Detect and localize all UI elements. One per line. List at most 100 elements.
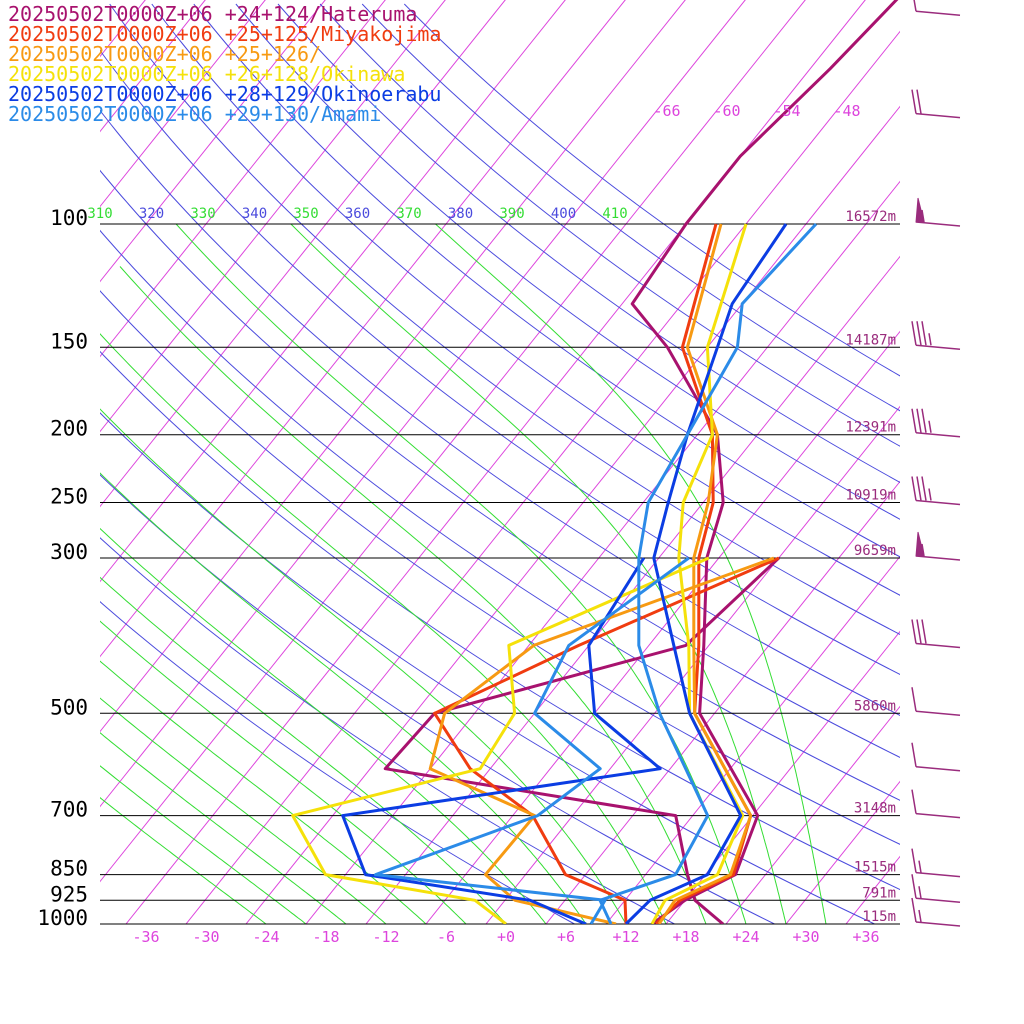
wind-barb-full: [911, 476, 917, 501]
wind-barb-full: [911, 789, 917, 814]
temperature-profile: [630, 0, 899, 924]
isotherm-line: [100, 0, 206, 133]
wind-barb-full: [911, 897, 917, 923]
theta-label: 320: [139, 206, 164, 222]
background-lines: [0, 0, 1024, 924]
temperature-tick-label: -24: [252, 928, 279, 946]
dry-adiabat: [100, 537, 675, 924]
isotherm-line: [100, 0, 686, 733]
theta-label: 310: [87, 206, 112, 222]
isotherm-line: [100, 0, 386, 358]
wind-barb: [913, 0, 961, 17]
wind-barb-full: [911, 321, 917, 346]
wind-barb-half: [928, 333, 932, 346]
dry-adiabat: [100, 601, 575, 924]
isotherm-line: [785, 780, 900, 924]
dry-adiabat: [100, 109, 900, 717]
moist-adiabat: [100, 408, 627, 924]
wind-barb-full: [911, 687, 917, 712]
dry-adiabat: [151, 3, 900, 596]
theta-label: 360: [345, 206, 370, 222]
wind-barb-full: [913, 0, 917, 12]
temperature-tick-label: +0: [497, 928, 515, 946]
pressure-tick-label: 200: [50, 417, 88, 441]
isotherm-line: [0, 0, 129, 924]
temperature-tick-label: -18: [312, 928, 339, 946]
wind-barb-staff: [915, 765, 961, 772]
wind-barb: [911, 874, 961, 904]
theta-label: 380: [448, 206, 473, 222]
dewpoint-profile: [374, 556, 690, 924]
wind-barb-staff: [915, 897, 961, 904]
dry-adiabat: [403, 3, 900, 377]
legend-entry: 20250502T0000Z+06 +25+126/: [8, 42, 322, 66]
wind-barb-full: [911, 619, 917, 644]
dewpoint-profile: [383, 556, 780, 924]
legend-entry: 20250502T0000Z+06 +25+125/Miyakojima: [8, 22, 442, 46]
legend: 20250502T0000Z+06 +24+124/Hateruma 202505…: [8, 4, 441, 124]
pressure-tick-label: 850: [50, 857, 88, 881]
height-label: 5860m: [854, 698, 896, 714]
wind-barb-staff: [915, 431, 961, 438]
temperature-tick-label: +18: [672, 928, 699, 946]
pressure-tick-label: 925: [50, 882, 88, 906]
wind-barb: [911, 89, 961, 119]
wind-barb-half: [928, 488, 932, 501]
wind-barb-full: [916, 476, 922, 501]
pressure-tick-label: 500: [50, 695, 88, 719]
dry-adiabat: [100, 229, 900, 801]
dry-adiabat: [193, 3, 900, 558]
theta-label: 410: [602, 206, 627, 222]
wind-barb-full: [911, 89, 917, 114]
height-label: 1515m: [854, 860, 896, 876]
moist-adiabat: [100, 797, 267, 924]
temperature-tick-label: +30: [792, 928, 819, 946]
wind-barb-full: [916, 408, 922, 433]
wind-barb-full: [911, 874, 917, 899]
isotherm-line: [0, 0, 9, 924]
wind-barb-full: [921, 476, 927, 501]
wind-barb: [911, 408, 961, 438]
isotherm-line: [0, 0, 69, 924]
dry-adiabat: [100, 169, 900, 758]
wind-barb: [911, 321, 961, 351]
temperature-profile: [598, 222, 818, 924]
wind-barb-full: [916, 89, 922, 114]
wind-barb-half: [918, 886, 922, 899]
isotherm-line: [100, 0, 446, 433]
dry-adiabat: [100, 474, 775, 924]
wind-barb-staff: [915, 642, 961, 649]
moist-adiabat: [100, 576, 507, 924]
dry-adiabat: [100, 412, 875, 924]
dewpoint-profile: [291, 556, 710, 924]
isotherm-line: [100, 0, 146, 58]
temperature-tick-label: +6: [557, 928, 575, 946]
wind-barb-full: [921, 321, 927, 346]
height-label: 10919m: [845, 488, 896, 504]
theta-label: 370: [396, 206, 421, 222]
wind-barbs: [911, 0, 961, 927]
temperature-tick-label: -36: [132, 928, 159, 946]
wind-barb-half: [928, 420, 932, 433]
wind-barb-half: [918, 909, 922, 923]
height-label: 12391m: [845, 420, 896, 436]
wind-barb-half: [918, 860, 922, 873]
moist-adiabat: [175, 223, 747, 924]
pressure-tick-label: 150: [50, 329, 88, 353]
moist-adiabat: [119, 266, 707, 924]
dry-adiabat: [109, 3, 900, 635]
wind-barb: [911, 742, 961, 772]
wind-barb-full: [911, 848, 917, 873]
pressure-tick-label: 300: [50, 540, 88, 564]
wind-barb-full: [921, 619, 927, 644]
isotherm-line: [966, 0, 1024, 924]
upper-temperature-label: -60: [713, 102, 740, 120]
wind-barb-staff: [915, 710, 961, 717]
wind-barb-flag: [915, 531, 925, 557]
dry-adiabat: [361, 3, 900, 412]
wind-barb-full: [916, 321, 922, 346]
pressure-tick-label: 100: [50, 206, 88, 230]
isotherm-line: [545, 480, 900, 924]
wind-barb-staff: [915, 921, 961, 927]
height-label: 14187m: [845, 332, 896, 348]
